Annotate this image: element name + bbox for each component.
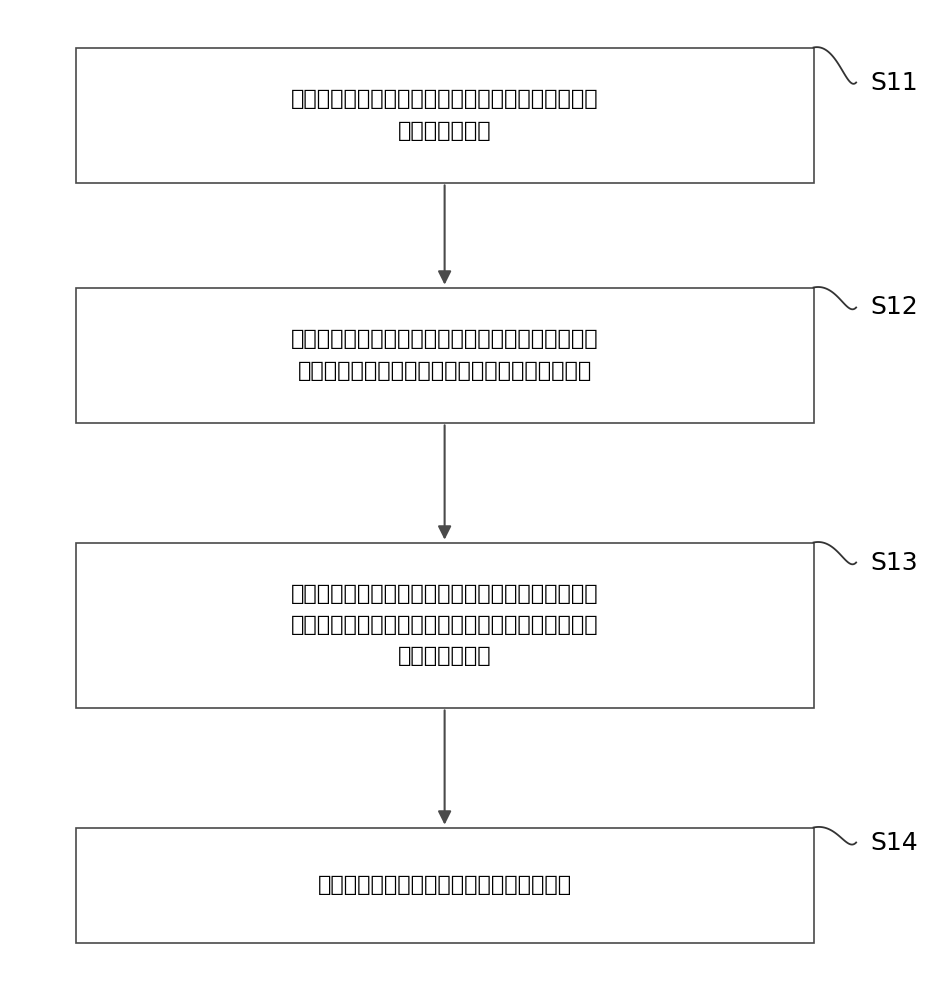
Bar [76,542,814,708]
Text: S13: S13 [870,550,918,574]
Text: 根据所述执行时间和实际时间计算每个动作的时间偏
差系数，并根据每个动作的时间偏差系数确定每一层
的打印预估时间: 根据所述执行时间和实际时间计算每个动作的时间偏 差系数，并根据每个动作的时间偏差… [290,584,599,666]
Bar [76,828,814,942]
Text: S14: S14 [870,830,918,854]
Text: S11: S11 [870,70,918,95]
Text: 根据所述轮廓数据信息以及预设的打印参数信息计算
每个动作的执行时间，并获取每个动作的实际时间: 根据所述轮廓数据信息以及预设的打印参数信息计算 每个动作的执行时间，并获取每个动… [290,329,599,381]
Bar [76,47,814,182]
Text: 导入图形文件，并根据所述图形文件提取待打印物体
的轮廓数据信息: 导入图形文件，并根据所述图形文件提取待打印物体 的轮廓数据信息 [290,89,599,141]
Bar [76,288,814,422]
Text: S12: S12 [870,296,918,320]
Text: 根据每一层的打印预估时间计算总预估时间: 根据每一层的打印预估时间计算总预估时间 [318,875,571,895]
